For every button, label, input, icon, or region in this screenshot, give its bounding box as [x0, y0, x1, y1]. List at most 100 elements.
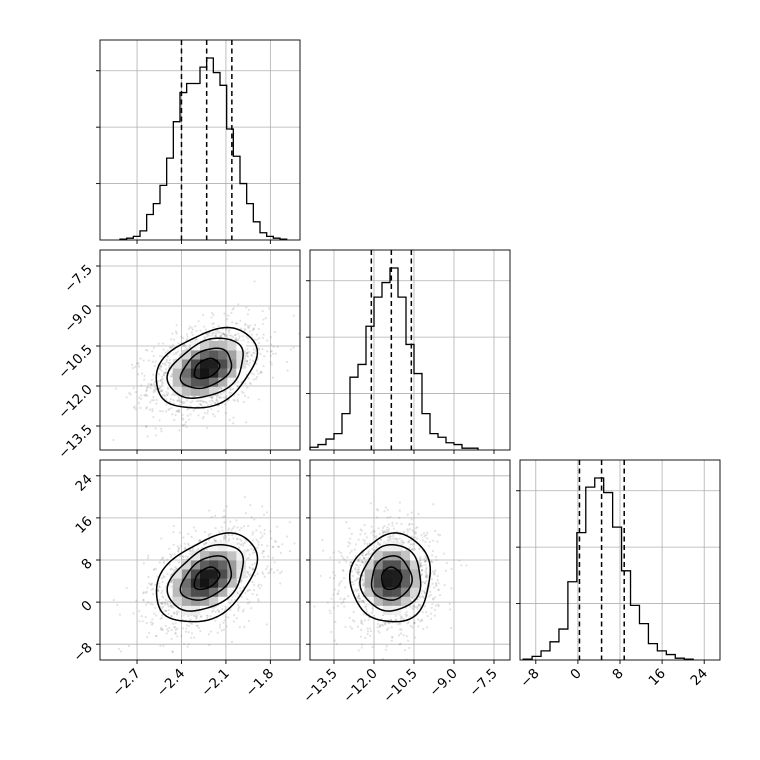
scatter-point: [237, 542, 241, 545]
scatter-point: [253, 583, 256, 587]
scatter-point: [240, 526, 243, 529]
scatter-point: [272, 345, 275, 348]
scatter-point: [152, 396, 155, 399]
scatter-point: [187, 642, 190, 646]
scatter-point: [256, 546, 259, 549]
scatter-point: [342, 600, 345, 603]
scatter-point: [162, 371, 166, 374]
scatter-point: [270, 349, 273, 353]
scatter-point: [239, 587, 242, 590]
scatter-point: [360, 529, 363, 532]
scatter-point: [172, 399, 175, 402]
scatter-point: [236, 398, 239, 401]
scatter-point: [175, 610, 179, 613]
scatter-point: [155, 398, 158, 402]
scatter-point: [174, 330, 178, 333]
scatter-point: [406, 528, 409, 531]
scatter-point: [154, 427, 157, 430]
scatter-point: [224, 615, 227, 619]
density-cell: [200, 587, 210, 597]
scatter-point: [134, 391, 138, 394]
scatter-point: [350, 532, 353, 535]
scatter-point: [423, 535, 426, 538]
scatter-point: [187, 327, 191, 331]
scatter-point: [220, 387, 223, 390]
scatter-point: [170, 568, 173, 571]
scatter-point: [173, 553, 176, 556]
scatter-point: [247, 326, 250, 329]
density-cell: [190, 569, 201, 579]
scatter-point: [248, 553, 251, 556]
scatter-point: [216, 401, 220, 404]
scatter-point: [234, 337, 238, 340]
scatter-point: [276, 569, 279, 572]
scatter-point: [375, 545, 378, 548]
density-cell: [209, 377, 219, 387]
scatter-point: [151, 587, 155, 590]
scatter-point: [357, 538, 360, 541]
scatter-point: [357, 592, 360, 595]
scatter-point: [390, 639, 393, 642]
scatter-point: [292, 314, 295, 317]
x-tick-label-4: −7.5: [466, 666, 500, 700]
scatter-point: [209, 630, 213, 633]
density-cell: [391, 560, 402, 570]
scatter-point: [221, 332, 224, 335]
scatter-point: [389, 618, 393, 621]
scatter-point: [145, 386, 149, 390]
scatter-point: [288, 521, 291, 524]
scatter-point: [165, 368, 168, 371]
hist-gridlines-y: [310, 280, 510, 394]
scatter-point: [174, 352, 177, 355]
scatter-point: [400, 522, 403, 526]
scatter-point: [279, 582, 282, 585]
scatter-point: [197, 399, 200, 402]
scatter-point: [402, 634, 405, 637]
scatter-point: [137, 401, 141, 404]
x-tick-label-1: −2.4: [154, 666, 188, 700]
scatter-point: [261, 505, 264, 508]
scatter-point: [425, 574, 428, 577]
scatter-point: [165, 609, 168, 612]
scatter-point: [134, 408, 137, 411]
scatter-point: [249, 382, 252, 386]
scatter-point: [170, 637, 173, 641]
scatter-point: [367, 557, 370, 560]
density-cell: [209, 340, 219, 351]
scatter-point: [244, 591, 247, 595]
scatter-point: [251, 580, 254, 584]
scatter-point: [261, 347, 264, 351]
density-cell: [209, 587, 219, 597]
scatter-point: [371, 529, 374, 533]
scatter-point: [215, 332, 218, 335]
scatter-point: [429, 593, 432, 596]
scatter-point: [329, 612, 332, 615]
density-cell: [218, 560, 228, 570]
density-cell: [364, 587, 375, 597]
density-layer: [112, 495, 296, 654]
scatter-point: [218, 530, 221, 533]
scatter-point: [424, 575, 427, 578]
scatter-point: [259, 531, 262, 534]
scatter-point: [230, 334, 233, 337]
density-cell: [190, 377, 201, 387]
scatter-point: [458, 559, 461, 562]
scatter-point: [436, 540, 439, 543]
scatter-point: [362, 581, 365, 585]
scatter-point: [350, 627, 354, 630]
scatter-point: [386, 516, 389, 519]
x-tick-label-1: 0: [567, 666, 584, 683]
scatter-point: [434, 604, 438, 607]
y-tick-label-2: −10.5: [55, 342, 96, 383]
scatter-point: [161, 607, 164, 610]
scatter-point: [147, 359, 150, 362]
scatter-point: [193, 615, 196, 618]
scatter-point: [203, 411, 206, 415]
scatter-point: [257, 348, 260, 351]
scatter-point: [160, 380, 164, 384]
scatter-point: [426, 575, 429, 578]
scatter-point: [386, 539, 389, 542]
scatter-point: [361, 599, 365, 602]
scatter-point: [245, 352, 248, 355]
scatter-point: [390, 626, 393, 629]
